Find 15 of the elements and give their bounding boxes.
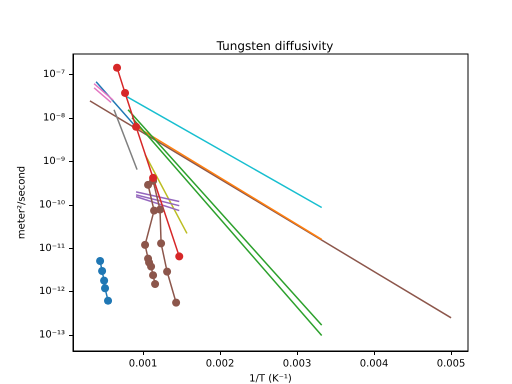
y-tick-label: 10⁻¹³ [38, 330, 65, 341]
y-tick-label: 10⁻¹⁰ [38, 199, 65, 210]
y-tick-label: 10⁻¹¹ [38, 242, 65, 254]
chart-title: Tungsten diffusivity [216, 39, 334, 53]
y-tick-label: 10⁻⁸ [42, 112, 65, 124]
x-tick-label: 0.004 [360, 358, 388, 370]
x-tick-label: 0.003 [282, 358, 312, 370]
x-tick-label: 0.002 [206, 358, 234, 370]
y-tick-label: 10⁻⁷ [42, 69, 65, 80]
x-tick-label: 0.001 [128, 358, 158, 370]
y-axis-title: meter²/second [16, 166, 28, 240]
x-tick-label: 0.005 [436, 358, 466, 370]
y-tick-label: 10⁻¹² [38, 286, 65, 298]
x-axis-title: 1/T (K⁻¹) [249, 373, 292, 384]
y-tick-label: 10⁻⁹ [42, 156, 65, 167]
